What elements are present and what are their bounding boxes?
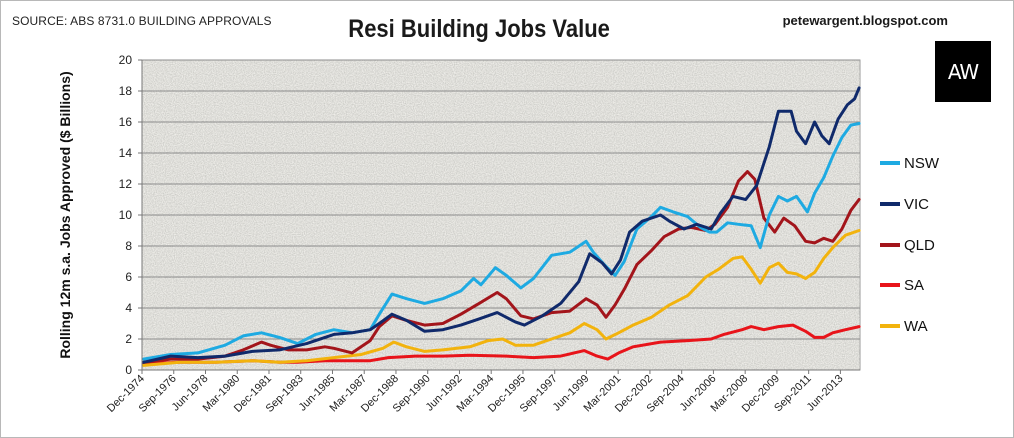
logo-text: AW [947, 59, 979, 84]
y-tick-label: 20 [119, 53, 133, 67]
y-tick-label: 2 [125, 332, 132, 346]
legend-label-qld: QLD [904, 237, 935, 254]
series-line-qld [142, 170, 861, 364]
y-tick-label: 10 [119, 208, 133, 222]
series-line-wa [142, 229, 861, 367]
legend-label-nsw: NSW [904, 155, 940, 172]
chart-title: Resi Building Jobs Value [348, 15, 610, 43]
y-axis-label: Rolling 12m s.a. Jobs Approved ($ Billio… [57, 71, 73, 358]
x-tick-labels: Dec-1974Sep-1976Jun-1978Mar-1980Dec-1981… [105, 370, 846, 415]
series-line-sa [142, 323, 861, 366]
series-line-nsw [142, 122, 861, 361]
aw-logo: AW [935, 41, 991, 102]
y-tick-label: 4 [125, 301, 132, 315]
y-tick-label: 16 [119, 115, 133, 129]
y-tick-label: 6 [125, 270, 132, 284]
y-tick-label: 0 [125, 363, 132, 377]
legend-label-sa: SA [904, 277, 924, 294]
y-tick-label: 12 [119, 177, 133, 191]
legend-label-vic: VIC [904, 196, 929, 213]
y-tick-labels: 0 2 4 6 8 10 12 14 16 18 20 [119, 53, 142, 377]
blog-url: petewargent.blogspot.com [782, 13, 948, 28]
gridlines [142, 59, 860, 340]
source-note: SOURCE: ABS 8731.0 BUILDING APPROVALS [12, 14, 272, 28]
legend-label-wa: WA [904, 318, 928, 335]
series-lines [142, 86, 861, 367]
series-line-vic [142, 86, 861, 364]
legend: NSW VIC QLD SA WA [880, 155, 940, 335]
y-tick-label: 14 [119, 146, 133, 160]
y-tick-label: 8 [125, 239, 132, 253]
y-tick-label: 18 [119, 84, 133, 98]
